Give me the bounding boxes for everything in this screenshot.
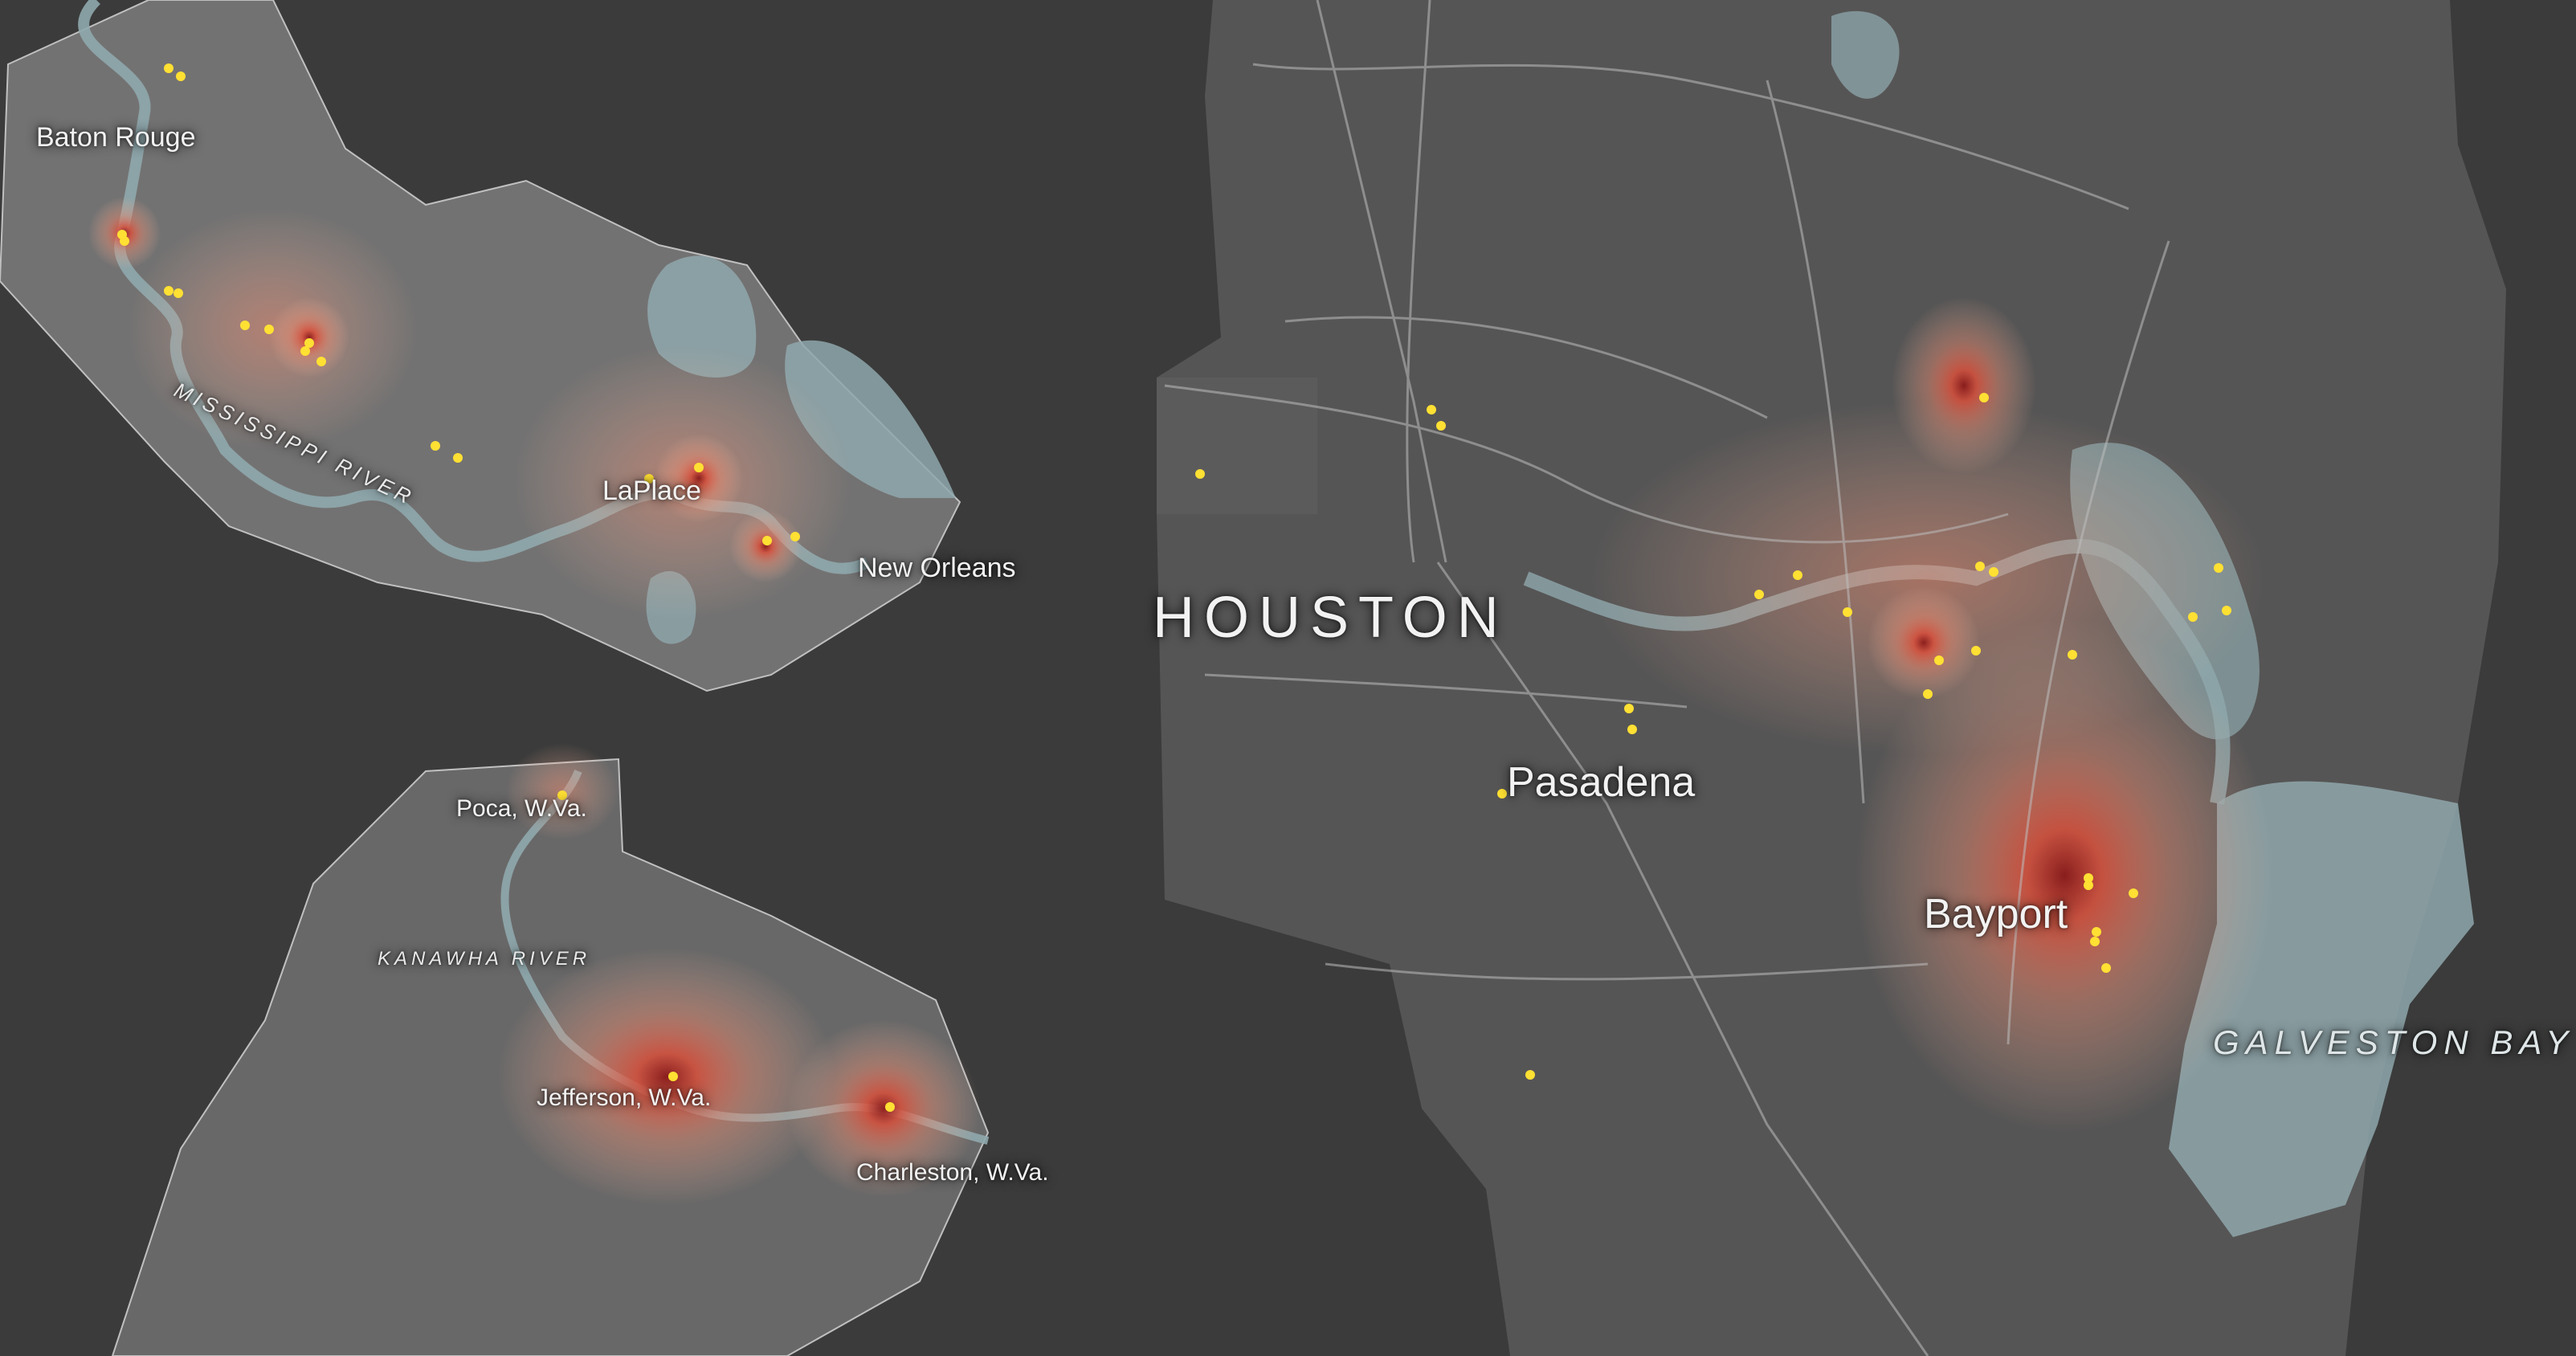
facility-dot [453,453,463,463]
road [1325,962,1929,981]
facility-dot [1971,646,1981,656]
houston-roads [1164,0,2170,1356]
road [1316,0,1447,563]
label-jefferson: Jefferson, W.Va. [537,1084,712,1111]
heat-norco [729,510,802,582]
label-baton-rouge: Baton Rouge [36,122,196,153]
facility-dot [644,474,654,484]
facility-dot [668,1072,678,1081]
label-new-orleans: New Orleans [858,553,1016,583]
facility-dot [176,71,186,81]
facility-dot [2092,927,2101,937]
facility-dot [431,441,440,451]
facility-dot [240,321,250,330]
heat-north [1892,297,2036,474]
facility-dot [885,1102,895,1112]
facility-dot [164,286,174,296]
road [1284,316,1768,419]
facility-dot [762,536,772,545]
facility-dot [164,63,174,73]
facility-dot [1436,421,1446,431]
facility-dot [2214,563,2223,573]
facility-dot [264,325,274,334]
facility-dot [2068,650,2077,660]
facility-dot [2222,606,2231,615]
facility-dot [790,532,800,541]
label-laplace: LaPlace [602,476,701,506]
label-kanawha-river: KANAWHA RIVER [378,948,591,970]
facility-dot [117,230,127,239]
label-poca: Poca, W.Va. [456,795,587,822]
facility-dot [1627,725,1637,734]
facility-dot [1989,567,1998,577]
heat-laplace-core [655,434,743,522]
facility-dot [300,346,310,356]
facility-dot [1525,1070,1535,1080]
label-charleston: Charleston, W.Va. [856,1159,1049,1186]
facility-dot [2084,873,2093,883]
facility-dot [1923,689,1933,699]
label-pasadena: Pasadena [1507,759,1696,806]
facility-dot [1979,393,1989,402]
facility-dot [1934,656,1944,665]
facility-dot [304,338,314,348]
road [1252,63,2129,210]
louisiana-region [0,0,961,692]
facility-dot [2129,888,2138,898]
facility-dot [1754,590,1764,599]
road [1406,0,1431,563]
lake-pontchartrain [785,340,956,498]
heat-charleston [787,1020,980,1197]
road [1164,384,2009,544]
facility-dot [1975,562,1985,571]
facility-dot [694,463,704,472]
west-virginia-region [111,743,990,1356]
heat-channel-core [1868,586,1980,699]
houston-region [1157,0,2506,1356]
road [1436,562,1929,1356]
label-houston: HOUSTON [1153,586,1508,650]
facility-dot [2084,880,2093,890]
facility-dot [1624,704,1634,713]
facility-dots [117,63,2231,1112]
heat-geismar [269,297,349,378]
facility-dot [1195,469,1205,479]
facility-dot [174,288,183,298]
facility-dot [316,357,326,366]
label-galveston-bay: GALVESTON BAY [2213,1023,2575,1061]
road [1204,673,1688,709]
facility-dot [1793,570,1802,580]
road [1766,80,1865,804]
facility-dot [1843,607,1852,617]
facility-dot [2101,963,2111,973]
facility-dot [557,790,567,800]
road [2007,240,2170,1045]
facility-dot [2090,937,2100,946]
lake-houston [1831,10,1900,99]
facility-dot [1427,405,1436,415]
heat-channel [1590,402,2265,755]
heat-jefferson [498,948,835,1205]
label-bayport: Bayport [1924,891,2068,937]
facility-dot [1497,789,1507,798]
facility-dot [2188,612,2198,622]
houston-west-block [1157,378,1317,514]
